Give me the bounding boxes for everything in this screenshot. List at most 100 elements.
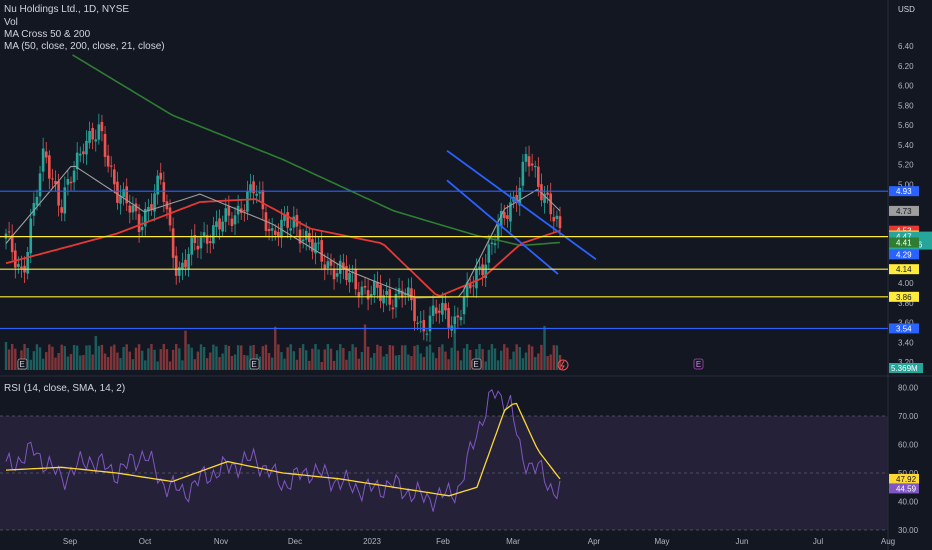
volume-legend[interactable]: Vol bbox=[4, 17, 18, 28]
volume-bar bbox=[413, 345, 416, 370]
ma21-line bbox=[5, 165, 561, 299]
level-tag-text: 4.93 bbox=[896, 187, 912, 196]
volume-bar bbox=[137, 344, 141, 370]
volume-bar bbox=[48, 344, 51, 370]
volume-bar bbox=[431, 352, 435, 370]
volume-bar bbox=[555, 345, 559, 370]
candle-body bbox=[116, 181, 119, 203]
candle-body bbox=[131, 205, 135, 213]
candle-body bbox=[212, 225, 215, 244]
price-tick-label: 6.20 bbox=[898, 62, 914, 71]
volume-bar bbox=[407, 354, 410, 370]
candle-body bbox=[147, 206, 150, 212]
candle-body bbox=[202, 232, 206, 237]
candle-body bbox=[88, 130, 91, 143]
volume-bar bbox=[493, 348, 497, 370]
candle-body bbox=[478, 266, 481, 270]
candle-body bbox=[444, 303, 447, 311]
volume-bar bbox=[218, 357, 221, 370]
volume-bar bbox=[125, 344, 128, 370]
candle-body bbox=[419, 321, 423, 323]
candle-body bbox=[17, 263, 20, 267]
volume-bar bbox=[400, 345, 404, 370]
candle-body bbox=[273, 230, 277, 235]
volume-bar bbox=[103, 353, 107, 370]
volume-bar bbox=[280, 352, 283, 370]
volume-tag bbox=[889, 363, 923, 373]
ma-cross-legend[interactable]: MA Cross 50 & 200 bbox=[4, 29, 91, 40]
channel-line bbox=[446, 149, 597, 261]
candle-body bbox=[258, 192, 262, 194]
volume-bar bbox=[75, 345, 79, 370]
time-tick-label: Sep bbox=[63, 537, 78, 546]
volume-bar bbox=[450, 347, 453, 370]
candle-body bbox=[153, 193, 156, 212]
volume-bar bbox=[283, 358, 286, 370]
volume-bar bbox=[345, 359, 348, 370]
candle-body bbox=[218, 218, 221, 230]
candle-body bbox=[472, 285, 475, 287]
candle-body bbox=[97, 124, 101, 140]
candle-body bbox=[233, 215, 237, 225]
volume-bar bbox=[162, 344, 166, 370]
candle-body bbox=[32, 202, 36, 216]
volume-bar bbox=[549, 354, 552, 370]
volume-bar bbox=[298, 347, 302, 370]
volume-bar bbox=[69, 353, 73, 370]
price-tag-text: 4.29 bbox=[896, 250, 912, 259]
price-tag-text: 4.73 bbox=[896, 207, 912, 216]
volume-bar bbox=[184, 330, 187, 370]
volume-bar bbox=[38, 347, 42, 370]
rsi-tick-label: 70.00 bbox=[898, 412, 919, 421]
candle-body bbox=[7, 231, 11, 233]
candle-body bbox=[345, 266, 348, 281]
volume-bar bbox=[459, 360, 463, 370]
candle-body bbox=[502, 212, 506, 219]
volume-bar bbox=[515, 344, 518, 370]
candle-body bbox=[320, 240, 323, 262]
price-tick-label: 6.00 bbox=[898, 82, 914, 91]
candle-body bbox=[128, 205, 132, 213]
volume-bar bbox=[326, 344, 330, 370]
volume-bar bbox=[258, 356, 261, 370]
candle-body bbox=[168, 207, 172, 226]
volume-bar bbox=[171, 349, 175, 370]
candle-body bbox=[205, 235, 209, 244]
volume-bar bbox=[521, 358, 525, 370]
candle-body bbox=[437, 310, 441, 313]
volume-bar bbox=[462, 348, 466, 370]
candle-body bbox=[181, 262, 184, 270]
volume-bar bbox=[270, 357, 274, 370]
candle-body bbox=[546, 192, 549, 195]
candle-body bbox=[301, 239, 305, 242]
candle-body bbox=[100, 121, 104, 132]
volume-bar bbox=[72, 345, 76, 370]
candle-body bbox=[335, 273, 339, 277]
level-tag bbox=[889, 264, 919, 275]
candle-body bbox=[243, 210, 246, 212]
candle-body bbox=[379, 284, 382, 301]
time-tick-label: Oct bbox=[139, 537, 152, 546]
volume-bar bbox=[342, 347, 345, 370]
candle-body bbox=[171, 228, 175, 258]
candle-body bbox=[190, 237, 193, 255]
rsi-legend[interactable]: RSI (14, close, SMA, 14, 2) bbox=[4, 383, 126, 394]
volume-bar bbox=[438, 346, 441, 370]
volume-bar bbox=[484, 361, 487, 370]
volume-bar bbox=[397, 354, 401, 370]
symbol-legend[interactable]: Nu Holdings Ltd., 1D, NYSE bbox=[4, 4, 130, 15]
ma-legend[interactable]: MA (50, close, 200, close, 21, close) bbox=[4, 41, 165, 52]
volume-bar bbox=[435, 358, 438, 370]
price-tick-label: 5.40 bbox=[898, 141, 914, 150]
volume-bar bbox=[205, 358, 209, 370]
candle-body bbox=[431, 305, 435, 316]
volume-bar bbox=[35, 344, 39, 370]
price-tick-label: 3.20 bbox=[898, 358, 914, 367]
volume-bar bbox=[252, 345, 255, 370]
candle-body bbox=[227, 205, 231, 216]
candle-body bbox=[456, 315, 460, 318]
candle-body bbox=[119, 195, 122, 204]
candle-body bbox=[51, 178, 54, 180]
time-tick-label: May bbox=[654, 537, 669, 546]
